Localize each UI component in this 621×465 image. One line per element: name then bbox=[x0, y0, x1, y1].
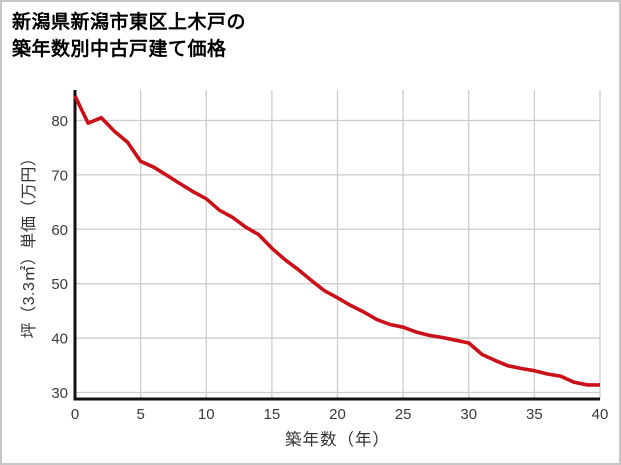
y-tick-label: 70 bbox=[51, 167, 68, 184]
y-tick-label: 60 bbox=[51, 222, 68, 239]
x-tick-label: 35 bbox=[526, 406, 543, 423]
y-tick-label: 30 bbox=[51, 385, 68, 402]
x-axis-title: 築年数（年） bbox=[285, 431, 390, 449]
x-tick-label: 15 bbox=[264, 406, 281, 423]
chart-title: 新潟県新潟市東区上木戸の 築年数別中古戸建て価格 bbox=[12, 10, 246, 64]
x-tick-label: 25 bbox=[395, 406, 412, 423]
x-tick-label: 0 bbox=[71, 406, 79, 423]
x-tick-label: 30 bbox=[460, 406, 477, 423]
chart-title-line2: 築年数別中古戸建て価格 bbox=[12, 38, 227, 60]
y-tick-label: 40 bbox=[51, 331, 68, 348]
price-line bbox=[73, 95, 600, 387]
chart-title-line1: 新潟県新潟市東区上木戸の bbox=[12, 12, 247, 33]
x-tick-label: 20 bbox=[329, 406, 346, 423]
y-tick-label: 50 bbox=[51, 276, 68, 293]
x-tick-label: 40 bbox=[592, 406, 609, 423]
x-tick-label: 5 bbox=[136, 406, 144, 423]
y-axis-title: 坪（3.3㎡）単価（万円） bbox=[21, 149, 38, 339]
y-tick-label: 80 bbox=[51, 113, 68, 130]
x-tick-label: 10 bbox=[198, 406, 215, 423]
